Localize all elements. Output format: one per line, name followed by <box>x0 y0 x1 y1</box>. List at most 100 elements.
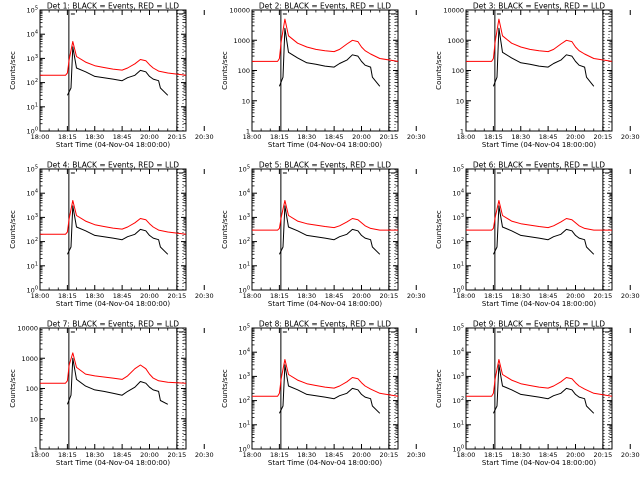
y-tick-label: 100 <box>453 445 464 454</box>
y-axis-label: Counts/sec <box>221 51 229 90</box>
y-axis-label: Counts/sec <box>9 51 17 90</box>
y-tick-label: 104 <box>239 189 250 198</box>
y-tick-label: 101 <box>239 261 250 270</box>
x-tick-label: 20:15 <box>594 292 613 300</box>
x-tick-label: 18:15 <box>58 133 77 141</box>
x-tick-label: 18:15 <box>484 451 503 459</box>
x-tick-label: 18:45 <box>113 292 132 300</box>
y-tick-label: 103 <box>453 372 464 381</box>
plot-frame <box>39 327 187 450</box>
x-tick-label: 18:30 <box>511 292 530 300</box>
x-tick-label: 18:15 <box>484 292 503 300</box>
y-tick-label: 103 <box>27 213 38 222</box>
x-tick-label: 18:30 <box>511 451 530 459</box>
x-tick-label: 18:00 <box>457 292 476 300</box>
y-axis-label: Counts/sec <box>9 369 17 408</box>
y-axis-label: Counts/sec <box>221 210 229 249</box>
x-tick-label: 18:45 <box>113 133 132 141</box>
y-tick-label: 102 <box>27 237 38 246</box>
y-tick-label: 103 <box>239 213 250 222</box>
series-lld <box>40 200 187 235</box>
y-axis-label: Counts/sec <box>435 369 443 408</box>
series-events <box>492 205 595 255</box>
panel-title: Det 8: BLACK = Events, RED = LLD <box>259 320 391 329</box>
x-tick-label: 18:00 <box>457 451 476 459</box>
y-axis-label: Counts/sec <box>435 210 443 249</box>
x-tick-label: 18:15 <box>58 451 77 459</box>
y-tick-label: 100 <box>238 67 250 75</box>
y-tick-label: 101 <box>27 102 38 111</box>
x-tick-label: 20:00 <box>352 451 371 459</box>
x-tick-label: 20:15 <box>380 451 399 459</box>
x-tick-label: 18:00 <box>243 451 262 459</box>
x-tick-label: 20:00 <box>566 451 585 459</box>
x-axis-label: Start Time (04-Nov-04 18:00:00) <box>482 459 596 467</box>
series-events <box>492 364 595 414</box>
y-tick-label: 100 <box>27 286 38 295</box>
series-lld <box>252 200 398 231</box>
y-tick-label: 101 <box>453 261 464 270</box>
x-tick-label: 20:30 <box>407 451 426 459</box>
y-tick-label: 101 <box>239 420 250 429</box>
y-axis-label: Counts/sec <box>435 51 443 90</box>
series-events <box>278 364 381 414</box>
panel-det-8: Det 8: BLACK = Events, RED = LLD Counts/s… <box>221 320 426 468</box>
x-tick-label: 20:15 <box>594 451 613 459</box>
y-tick-label: 102 <box>27 78 38 87</box>
x-tick-label: 20:30 <box>195 133 214 141</box>
panel-title: Det 3: BLACK = Events, RED = LLD <box>473 2 605 11</box>
x-tick-label: 18:45 <box>325 292 344 300</box>
x-tick-label: 20:15 <box>594 133 613 141</box>
y-tick-label: 104 <box>453 189 464 198</box>
y-tick-label: 1000 <box>233 37 250 45</box>
x-tick-label: 18:45 <box>325 451 344 459</box>
y-tick-label: 1 <box>246 128 250 136</box>
y-tick-label: 102 <box>239 237 250 246</box>
series-lld <box>466 18 613 62</box>
panel-title: Det 2: BLACK = Events, RED = LLD <box>259 2 391 11</box>
panel-det-2: Det 2: BLACK = Events, RED = LLD Counts/s… <box>221 2 426 150</box>
panel-title: Det 4: BLACK = Events, RED = LLD <box>47 161 179 170</box>
series-events <box>278 205 381 255</box>
y-tick-label: 103 <box>453 213 464 222</box>
panel-det-9: Det 9: BLACK = Events, RED = LLD Counts/s… <box>435 320 640 468</box>
x-tick-label: 20:00 <box>352 292 371 300</box>
x-axis-label: Start Time (04-Nov-04 18:00:00) <box>56 459 170 467</box>
x-axis-label: Start Time (04-Nov-04 18:00:00) <box>268 141 382 149</box>
panel-det-7: Det 7: BLACK = Events, RED = LLD Counts/s… <box>9 320 214 468</box>
x-axis-label: Start Time (04-Nov-04 18:00:00) <box>482 141 596 149</box>
panel-title: Det 6: BLACK = Events, RED = LLD <box>473 161 605 170</box>
x-tick-label: 18:30 <box>297 292 316 300</box>
y-tick-label: 100 <box>239 286 250 295</box>
x-tick-label: 18:00 <box>243 292 262 300</box>
y-tick-label: 104 <box>239 348 250 357</box>
x-tick-label: 20:00 <box>140 292 159 300</box>
y-axis-label: Counts/sec <box>221 369 229 408</box>
y-tick-label: 102 <box>239 396 250 405</box>
plot-frame <box>39 9 187 132</box>
panel-title: Det 1: BLACK = Events, RED = LLD <box>47 2 179 11</box>
x-axis-label: Start Time (04-Nov-04 18:00:00) <box>268 300 382 308</box>
x-tick-label: 20:00 <box>352 133 371 141</box>
x-axis-label: Start Time (04-Nov-04 18:00:00) <box>482 300 596 308</box>
y-tick-label: 105 <box>27 6 38 15</box>
x-tick-label: 20:30 <box>407 133 426 141</box>
panel-title: Det 7: BLACK = Events, RED = LLD <box>47 320 179 329</box>
y-tick-label: 104 <box>27 30 38 39</box>
x-tick-label: 18:45 <box>539 292 558 300</box>
x-tick-label: 18:45 <box>539 133 558 141</box>
x-tick-label: 18:00 <box>457 133 476 141</box>
x-tick-label: 20:30 <box>621 133 640 141</box>
panel-det-4: Det 4: BLACK = Events, RED = LLD Counts/s… <box>9 161 214 309</box>
x-tick-label: 20:30 <box>407 292 426 300</box>
x-tick-label: 18:30 <box>297 133 316 141</box>
y-tick-label: 105 <box>239 165 250 174</box>
x-tick-label: 20:15 <box>168 292 187 300</box>
x-tick-label: 18:45 <box>113 451 132 459</box>
series-events <box>278 27 381 87</box>
series-events <box>66 46 169 96</box>
x-tick-label: 20:15 <box>380 292 399 300</box>
x-tick-label: 20:15 <box>168 133 187 141</box>
x-tick-label: 18:00 <box>31 133 50 141</box>
